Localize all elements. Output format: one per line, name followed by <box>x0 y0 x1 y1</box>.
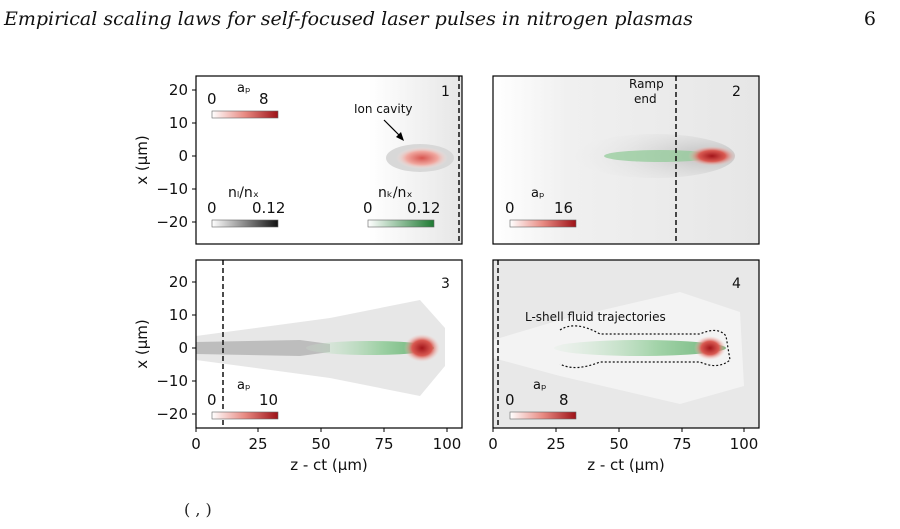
colorbar-max: 8 <box>259 90 269 108</box>
panel-label: 1 <box>441 84 450 100</box>
panel-2 <box>492 75 760 245</box>
annotation-ramp: Ramp <box>629 77 664 91</box>
ylabel: x (µm) <box>133 319 151 369</box>
colorbar-title: aₚ <box>237 81 251 96</box>
colorbar-min: 0 <box>505 199 515 217</box>
xtick-label: 100 <box>433 435 462 453</box>
ytick-label: 20 <box>169 273 188 291</box>
annotation-l-shell: L-shell fluid trajectories <box>525 310 666 324</box>
ytick-label: 0 <box>178 147 188 165</box>
colorbar-max: 16 <box>554 199 573 217</box>
xtick-label: 75 <box>672 435 691 453</box>
xlabel: z - ct (µm) <box>290 456 368 474</box>
annotation-end: end <box>634 92 657 106</box>
ylabel: x (µm) <box>133 135 151 185</box>
colorbar-min: 0 <box>207 199 217 217</box>
colorbar-max: 8 <box>559 391 569 409</box>
caption-fragment: ( , ) <box>184 500 212 519</box>
colorbar-max: 0.12 <box>407 199 440 217</box>
colorbar-title: aₚ <box>237 378 251 393</box>
colorbar-ap-panel1: aₚ 0 8 <box>207 81 279 119</box>
colorbar-ap-panel2: aₚ 0 16 <box>505 186 577 228</box>
xtick-label: 50 <box>609 435 628 453</box>
ytick-label: −20 <box>156 405 188 423</box>
panel-3 <box>195 259 463 429</box>
colorbar-nl-panel1: nₗ/nₓ 0 0.12 <box>207 185 285 228</box>
xtick-label: 75 <box>374 435 393 453</box>
colorbar-ap-panel3: aₚ 0 10 <box>207 378 279 420</box>
xlabel: z - ct (µm) <box>587 456 665 474</box>
ytick-label: −10 <box>156 180 188 198</box>
y-axis-bottom: 20 10 0 −10 −20 <box>156 273 196 423</box>
x-axis-right: 0 25 50 75 100 z - ct (µm) <box>488 428 758 474</box>
annotation-ion-cavity: Ion cavity <box>354 102 413 116</box>
fluid-trajectory-contour <box>559 325 731 369</box>
ytick-label: 20 <box>169 81 188 99</box>
running-title: Empirical scaling laws for self-focused … <box>4 8 693 30</box>
panel-1 <box>195 75 463 245</box>
xtick-label: 0 <box>191 435 201 453</box>
ytick-label: 10 <box>169 114 188 132</box>
colorbar-title: aₚ <box>531 186 545 201</box>
xtick-label: 50 <box>311 435 330 453</box>
colorbar-min: 0 <box>505 391 515 409</box>
colorbar-max: 0.12 <box>252 199 285 217</box>
x-axis-left: 0 25 50 75 100 z - ct (µm) <box>191 428 461 474</box>
running-header: Empirical scaling laws for self-focused … <box>0 4 900 38</box>
colorbar-ap-panel4: aₚ 0 8 <box>505 378 577 420</box>
colorbar-nk-panel1: nₖ/nₓ 0 0.12 <box>363 185 440 228</box>
xtick-label: 25 <box>546 435 565 453</box>
colorbar-title: nₗ/nₓ <box>228 185 259 201</box>
colorbar-min: 0 <box>363 199 373 217</box>
colorbar-min: 0 <box>207 391 217 409</box>
xtick-label: 0 <box>488 435 498 453</box>
panel-label: 4 <box>732 276 741 292</box>
page-number: 6 <box>863 8 876 30</box>
colorbar-max: 10 <box>259 391 278 409</box>
panel-4 <box>492 259 760 429</box>
xtick-label: 100 <box>730 435 759 453</box>
ytick-label: 10 <box>169 306 188 324</box>
panel-label: 3 <box>441 276 450 292</box>
arrow-head <box>396 132 404 141</box>
colorbar-title: nₖ/nₓ <box>378 185 413 201</box>
xtick-label: 25 <box>248 435 267 453</box>
colorbar-min: 0 <box>207 90 217 108</box>
ytick-label: −10 <box>156 372 188 390</box>
ytick-label: −20 <box>156 213 188 231</box>
y-axis-top: 20 10 0 −10 −20 <box>156 81 196 231</box>
ytick-label: 0 <box>178 339 188 357</box>
panel-label: 2 <box>732 84 741 100</box>
colorbar-title: aₚ <box>533 378 547 393</box>
